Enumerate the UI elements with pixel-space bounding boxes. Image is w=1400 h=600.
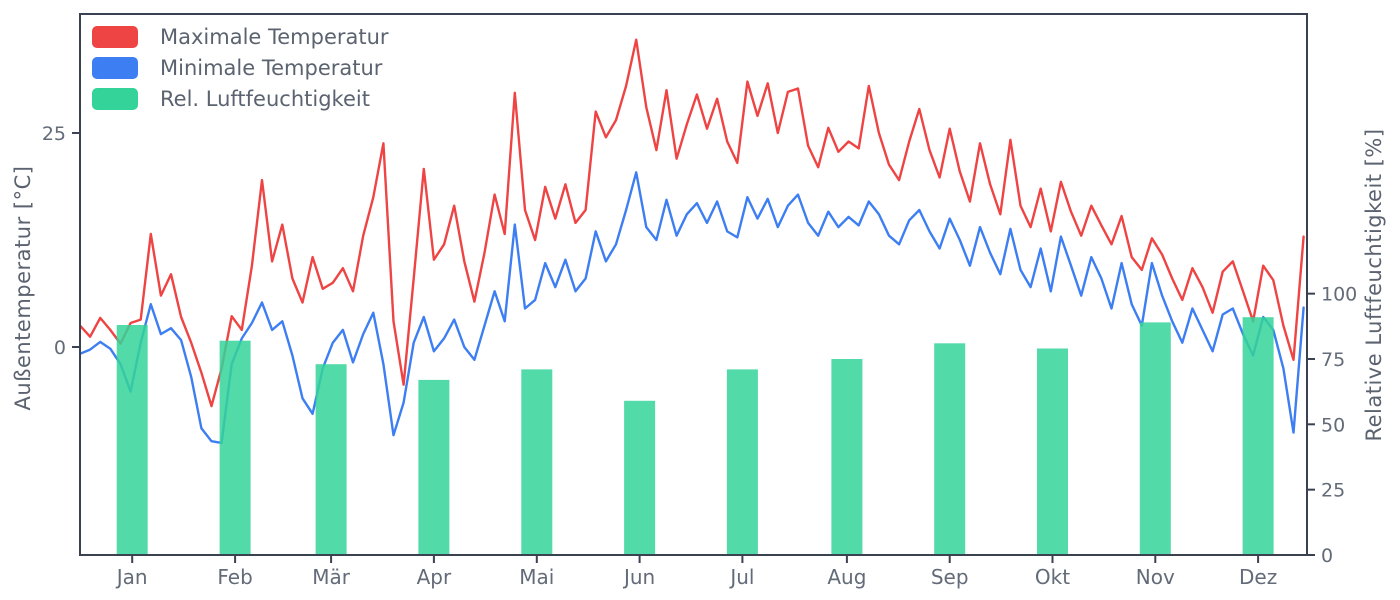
month-label-Apr: Apr: [417, 565, 452, 589]
month-label-Mär: Mär: [312, 565, 351, 589]
right-axis-title: Relative Luftfeuchtigkeit [%]: [1362, 128, 1386, 442]
humidity-bar-Jun: [624, 400, 656, 555]
humidity-bars: [116, 317, 1274, 555]
month-label-Jun: Jun: [622, 565, 655, 589]
humidity-bar-Apr: [418, 379, 450, 555]
humidity-bar-Jan: [116, 325, 148, 555]
max-temp-line: [80, 38, 1305, 408]
left-tick-label: 0: [54, 337, 66, 359]
left-axis-title: Außentemperatur [°C]: [11, 165, 35, 411]
right-tick-label: 50: [1321, 414, 1345, 436]
humidity-bar-Feb: [219, 340, 251, 555]
humidity-bar-Sep: [934, 343, 966, 555]
month-label-Feb: Feb: [217, 565, 252, 589]
right-tick-label: 75: [1321, 349, 1345, 371]
month-label-Jul: Jul: [728, 565, 754, 589]
temperature-lines: [80, 38, 1305, 445]
humidity-bar-Okt: [1037, 348, 1068, 555]
right-tick-label: 100: [1321, 284, 1357, 306]
humidity-bar-Nov: [1139, 322, 1171, 555]
right-tick-label: 25: [1321, 480, 1345, 502]
month-label-Mai: Mai: [519, 565, 554, 589]
humidity-bar-Mär: [315, 364, 347, 555]
month-label-Sep: Sep: [931, 565, 969, 589]
plot-border: [79, 13, 1308, 556]
month-label-Nov: Nov: [1136, 565, 1175, 589]
min-temp-line: [80, 171, 1305, 445]
humidity-bar-Aug: [831, 359, 863, 555]
humidity-bar-Jul: [726, 369, 758, 555]
month-label-Dez: Dez: [1239, 565, 1277, 589]
bottom-axis: Jan Feb Mär Apr Mai Jun Jul Aug Sep Okt …: [115, 555, 1277, 589]
month-label-Okt: Okt: [1035, 565, 1070, 589]
humidity-bar-Mai: [521, 369, 553, 555]
left-tick-label: 25: [42, 123, 66, 145]
month-label-Jan: Jan: [115, 565, 148, 589]
humidity-bar-Dez: [1242, 317, 1274, 555]
month-label-Aug: Aug: [827, 565, 866, 589]
right-tick-label: 0: [1321, 545, 1333, 567]
left-axis: 0 25: [42, 123, 80, 359]
right-axis: 0 25 50 75 100: [1307, 284, 1357, 567]
